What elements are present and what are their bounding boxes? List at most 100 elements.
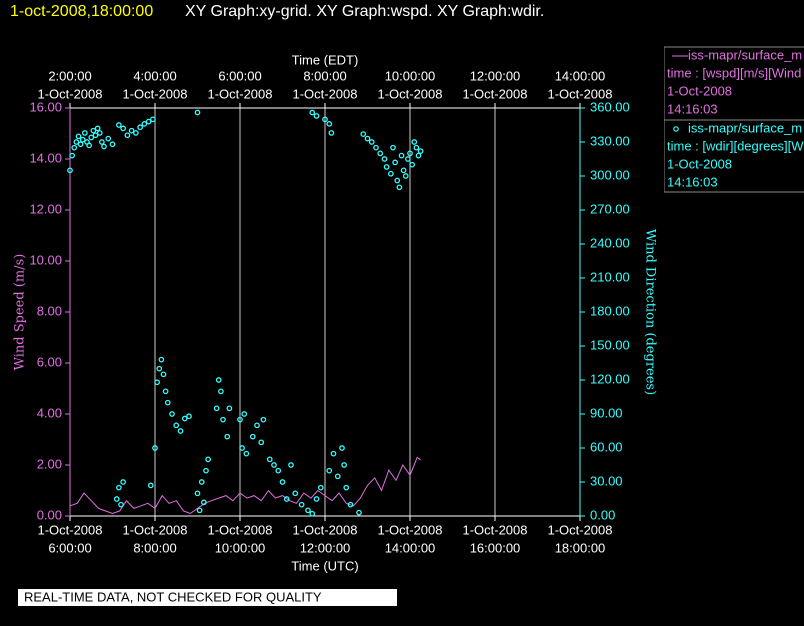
- wind-direction-point: [326, 467, 333, 474]
- wind-direction-point: [288, 462, 294, 468]
- y-tick-label: 16.00: [29, 99, 62, 114]
- wind-direction-point: [283, 496, 290, 502]
- wind-direction-point: [266, 456, 273, 463]
- wind-direction-point: [402, 173, 409, 179]
- wind-direction-point: [411, 139, 418, 145]
- wind-speed-line: [69, 456, 421, 515]
- y2-tick-label: 270.00: [590, 201, 630, 216]
- y-tick-label: 4.00: [37, 405, 62, 420]
- x-tick-label: 6:00:00: [48, 540, 91, 555]
- y-axis-title: Wind Speed (m/s): [13, 254, 28, 371]
- x2-tick-label: 4:00:00: [133, 68, 176, 83]
- wind-direction-point: [88, 134, 95, 141]
- x2-tick-date: 1-Oct-2008: [292, 86, 357, 101]
- wind-direction-point: [226, 405, 233, 412]
- x2-tick-label: 12:00:00: [470, 68, 521, 83]
- wind-direction-point: [69, 152, 75, 159]
- wind-direction-point: [392, 159, 398, 166]
- y2-tick-label: 30.00: [590, 473, 623, 488]
- wind-direction-point: [105, 135, 112, 142]
- wind-direction-point: [164, 399, 171, 406]
- x2-tick-label: 10:00:00: [385, 68, 436, 83]
- wind-direction-point: [279, 479, 286, 485]
- x-tick-date: 1-Oct-2008: [547, 522, 612, 537]
- wind-direction-point: [237, 416, 243, 423]
- wind-direction-point: [254, 422, 260, 429]
- footer: REAL-TIME DATA, NOT CHECKED FOR QUALITY: [24, 589, 322, 604]
- wind-direction-point: [162, 388, 169, 395]
- footer-box: [18, 589, 397, 606]
- y2-tick-label: 210.00: [590, 269, 630, 284]
- legend-time: 14:16:03: [667, 101, 718, 116]
- wind-direction-point: [198, 479, 205, 485]
- x-tick-date: 1-Oct-2008: [37, 522, 102, 537]
- legend-swatch: [673, 126, 679, 132]
- x2-tick-label: 6:00:00: [218, 68, 261, 83]
- wind-direction-point: [313, 496, 320, 502]
- legend-date: 1-Oct-2008: [667, 83, 732, 98]
- wind-direction-point: [116, 122, 122, 128]
- wind-direction-point: [398, 152, 405, 159]
- y2-tick-label: 300.00: [590, 167, 630, 182]
- wind-direction-point: [341, 462, 347, 468]
- wind-direction-point: [260, 416, 267, 423]
- wind-direction-point: [394, 177, 401, 184]
- wind-direction-point: [133, 130, 139, 136]
- wind-direction-point: [215, 377, 222, 383]
- wind-direction-point: [381, 156, 388, 162]
- wind-direction-point: [147, 482, 154, 489]
- wind-direction-point: [113, 496, 120, 502]
- wind-direction-point: [154, 379, 160, 386]
- x2-tick-date: 1-Oct-2008: [547, 86, 612, 101]
- wind-direction-point: [218, 388, 224, 395]
- x-tick-date: 1-Oct-2008: [122, 522, 187, 537]
- wind-direction-point: [239, 445, 245, 451]
- wind-direction-point: [67, 167, 73, 174]
- wind-direction-point: [141, 121, 148, 127]
- y2-tick-label: 360.00: [590, 99, 630, 114]
- wind-direction-point: [305, 507, 311, 514]
- x2-tick-label: 2:00:00: [48, 68, 91, 83]
- x2-tick-date: 1-Oct-2008: [462, 86, 527, 101]
- wind-direction-point: [243, 450, 250, 457]
- wind-direction-point: [292, 490, 299, 497]
- wind-direction-point: [92, 132, 99, 139]
- wind-direction-point: [377, 150, 384, 157]
- wind-direction-point: [156, 365, 163, 372]
- wind-direction-point: [194, 490, 201, 497]
- wind-direction-point: [101, 143, 107, 150]
- wind-direction-point: [258, 439, 265, 446]
- wind-direction-point: [326, 121, 333, 127]
- wind-direction-point: [409, 161, 415, 168]
- wind-direction-point: [99, 139, 105, 145]
- wind-direction-point: [213, 405, 220, 412]
- wind-direction-point: [145, 118, 152, 125]
- wind-direction-point: [356, 509, 362, 516]
- wind-direction-point: [364, 135, 371, 142]
- chart-title: 1-oct-2008,18:00:00: [10, 3, 153, 20]
- y-tick-label: 8.00: [37, 303, 62, 318]
- wind-direction-point: [150, 116, 156, 123]
- wind-direction-point: [205, 456, 211, 463]
- wind-direction-point: [94, 125, 101, 132]
- wind-direction-point: [109, 141, 116, 148]
- wind-direction-point: [309, 109, 316, 116]
- x-tick-label: 8:00:00: [133, 540, 176, 555]
- wind-direction-point: [120, 479, 126, 485]
- wind-direction-point: [415, 152, 422, 159]
- wind-direction-point: [328, 130, 335, 136]
- wind-direction-point: [169, 411, 175, 417]
- wind-direction-point: [194, 109, 201, 116]
- wind-direction-point: [220, 416, 226, 423]
- legend-time: 14:16:03: [667, 174, 718, 189]
- wind-direction-point: [343, 484, 350, 491]
- wind-direction-point: [373, 144, 379, 151]
- x2-tick-date: 1-Oct-2008: [37, 86, 102, 101]
- wind-direction-point: [118, 501, 124, 508]
- wind-direction-point: [313, 113, 320, 119]
- wind-direction-point: [86, 142, 92, 149]
- wind-direction-point: [82, 130, 88, 136]
